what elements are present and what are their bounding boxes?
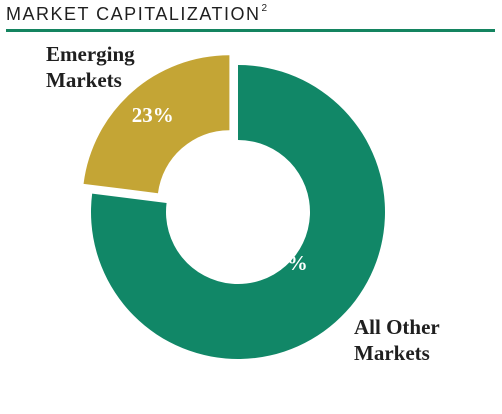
chart-header: MARKET CAPITALIZATION2 xyxy=(6,3,496,34)
chart-title: MARKET CAPITALIZATION2 xyxy=(6,3,268,25)
category-label-line: Markets xyxy=(354,341,430,365)
chart-title-text: MARKET CAPITALIZATION xyxy=(6,4,261,24)
slice-all-other-markets xyxy=(91,65,386,359)
value-label-emerging-markets: 23% xyxy=(132,103,174,127)
value-label-all-other-markets: 77% xyxy=(266,251,308,275)
category-label-line: Emerging xyxy=(46,42,135,66)
slice-emerging-markets xyxy=(83,55,230,194)
category-label-line: Markets xyxy=(46,68,122,92)
category-label-emerging-markets: Emerging Markets xyxy=(46,42,135,92)
category-label-line: All Other xyxy=(354,315,440,339)
footnote-marker: 2 xyxy=(261,3,268,14)
category-label-all-other-markets: All Other Markets xyxy=(354,315,440,365)
header-rule xyxy=(6,29,495,32)
